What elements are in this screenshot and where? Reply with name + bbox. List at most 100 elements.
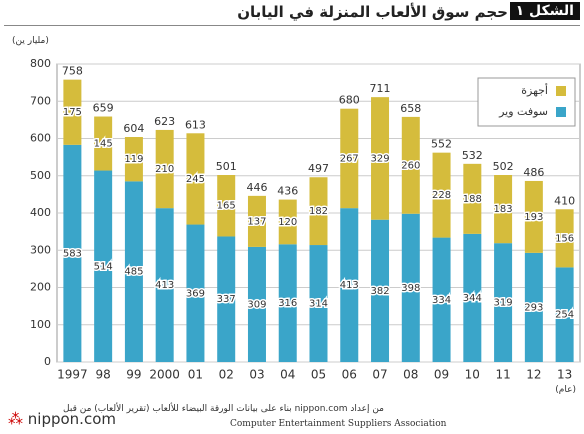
total-label: 497 (308, 162, 329, 175)
x-tick-label: 05 (311, 368, 326, 382)
bar-segment (186, 133, 205, 225)
value-label: 398 (401, 283, 420, 294)
y-tick-label: 0 (44, 355, 51, 368)
value-label: 165 (217, 201, 236, 212)
value-label: 245 (186, 174, 205, 185)
x-tick-label: 12 (526, 368, 541, 382)
total-label: 410 (554, 194, 575, 207)
bar-segment (94, 116, 113, 171)
title-rule (4, 25, 580, 26)
chart-title: حجم سوق الألعاب المنزلة في اليابان (237, 3, 508, 21)
legend-swatch (556, 107, 566, 117)
bar-segment (247, 195, 266, 247)
x-tick-label: 06 (342, 368, 357, 382)
value-label: 120 (278, 217, 297, 228)
value-label: 175 (63, 107, 82, 118)
bar-segment (247, 246, 266, 362)
value-label: 156 (555, 233, 574, 244)
value-label: 119 (124, 154, 143, 165)
legend-label: سوفت وير (498, 105, 548, 118)
value-label: 260 (401, 160, 420, 171)
y-tick-label: 500 (30, 169, 51, 182)
bar-segment (155, 129, 174, 209)
value-label: 228 (432, 190, 451, 201)
total-label: 446 (246, 181, 267, 194)
bar-segment (124, 181, 143, 362)
x-tick-label: 13 (557, 368, 572, 382)
legend-swatch (556, 86, 566, 96)
value-label: 309 (247, 299, 266, 310)
source: من إعداد nippon.com بناء على بيانات الور… (63, 404, 384, 414)
x-label: (عام) (555, 385, 576, 395)
value-label: 316 (278, 298, 297, 309)
x-tick-label: 08 (403, 368, 418, 382)
y-label: (مليار ين) (12, 36, 49, 46)
value-label: 514 (94, 261, 113, 272)
legend-label: أجهزة (521, 83, 548, 97)
y-tick-label: 700 (30, 94, 51, 107)
bar-segment (524, 252, 543, 362)
value-label: 183 (494, 204, 513, 215)
total-label: 501 (216, 160, 237, 173)
x-tick-label: 01 (188, 368, 203, 382)
total-label: 623 (154, 115, 175, 128)
bar-segment (186, 224, 205, 362)
y-tick-label: 400 (30, 206, 51, 219)
bar-segment (278, 199, 297, 245)
brand: ⁂ nippon.com (8, 410, 116, 428)
bar-segment (309, 177, 328, 246)
x-tick-label: 09 (434, 368, 449, 382)
value-label: 413 (155, 280, 174, 291)
total-label: 711 (370, 82, 391, 95)
y-tick-label: 100 (30, 318, 51, 331)
value-label: 182 (309, 206, 328, 217)
value-label: 485 (124, 267, 143, 278)
x-tick-label: 11 (495, 368, 510, 382)
bar-segment (432, 152, 451, 238)
bar-segment (463, 233, 482, 362)
bar-segment (494, 243, 513, 362)
total-label: 680 (339, 94, 360, 107)
chart: 0 100 200 300 400 500 600 700 800 1997 583 175 758 98… (30, 57, 581, 382)
value-label: 413 (340, 280, 359, 291)
total-label: 552 (431, 138, 452, 151)
total-label: 436 (277, 185, 298, 198)
bar-segment (401, 213, 420, 362)
bar-segment (63, 79, 82, 145)
value-label: 319 (494, 298, 513, 309)
figure-label: الشكل ١ (509, 2, 580, 20)
bar-segment (278, 244, 297, 362)
total-label: 613 (185, 118, 206, 131)
value-label: 344 (463, 293, 482, 304)
value-label: 145 (94, 139, 113, 150)
bar-segment (340, 108, 359, 209)
x-tick-label: 99 (126, 368, 141, 382)
bar-segment (217, 236, 236, 362)
total-label: 758 (62, 65, 83, 78)
value-label: 254 (555, 310, 574, 321)
bar-segment (155, 208, 174, 362)
bar-segment (217, 175, 236, 237)
value-label: 193 (524, 212, 543, 223)
bar-segment (463, 163, 482, 234)
x-tick-label: 04 (280, 368, 295, 382)
value-label: 188 (463, 194, 482, 205)
value-label: 293 (524, 302, 543, 313)
value-label: 369 (186, 288, 205, 299)
bar-segment (124, 137, 143, 182)
bar-segment (371, 219, 390, 362)
x-tick-label: 07 (372, 368, 387, 382)
value-label: 583 (63, 248, 82, 259)
bar-segment (494, 175, 513, 244)
x-tick-label: 03 (249, 368, 264, 382)
value-label: 334 (432, 295, 451, 306)
value-label: 267 (340, 153, 359, 164)
y-tick-label: 800 (30, 57, 51, 70)
total-label: 532 (462, 149, 483, 162)
x-tick-label: 02 (219, 368, 234, 382)
x-tick-label: 10 (465, 368, 480, 382)
x-tick-label: 98 (96, 368, 111, 382)
bar-segment (555, 209, 574, 268)
bar-segment (371, 97, 390, 220)
